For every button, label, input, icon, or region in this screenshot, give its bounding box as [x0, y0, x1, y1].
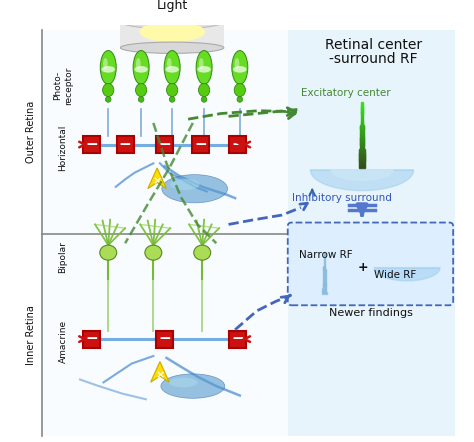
Text: Wide RF: Wide RF: [374, 270, 416, 280]
Ellipse shape: [145, 245, 162, 260]
FancyBboxPatch shape: [120, 21, 224, 48]
Polygon shape: [310, 170, 414, 191]
Text: Outer Retina: Outer Retina: [26, 101, 36, 164]
Ellipse shape: [103, 58, 108, 69]
Text: −: −: [194, 137, 207, 152]
Ellipse shape: [169, 377, 198, 387]
Ellipse shape: [166, 84, 178, 97]
Ellipse shape: [235, 58, 239, 69]
Ellipse shape: [105, 97, 111, 102]
Text: −: −: [232, 331, 244, 346]
Text: ×: ×: [153, 176, 162, 186]
Ellipse shape: [162, 175, 228, 203]
Polygon shape: [148, 168, 166, 189]
FancyBboxPatch shape: [83, 136, 100, 153]
Ellipse shape: [169, 97, 175, 102]
Ellipse shape: [134, 66, 148, 72]
Text: Inner Retina: Inner Retina: [26, 305, 36, 365]
Polygon shape: [374, 268, 440, 281]
FancyBboxPatch shape: [229, 331, 246, 347]
Ellipse shape: [139, 21, 205, 42]
FancyBboxPatch shape: [229, 136, 246, 153]
Ellipse shape: [199, 58, 204, 69]
Polygon shape: [331, 170, 393, 180]
FancyBboxPatch shape: [41, 30, 288, 436]
Ellipse shape: [233, 66, 246, 72]
Ellipse shape: [234, 84, 246, 97]
Ellipse shape: [103, 84, 114, 97]
FancyBboxPatch shape: [192, 136, 209, 153]
Text: Bipolar: Bipolar: [59, 241, 68, 273]
FancyBboxPatch shape: [288, 30, 455, 436]
Ellipse shape: [196, 50, 212, 84]
Ellipse shape: [170, 179, 200, 190]
Text: Retinal center: Retinal center: [325, 38, 422, 52]
Ellipse shape: [164, 50, 180, 84]
Text: -surround RF: -surround RF: [329, 53, 418, 66]
Ellipse shape: [237, 97, 243, 102]
FancyBboxPatch shape: [156, 331, 173, 347]
Ellipse shape: [194, 245, 210, 260]
Ellipse shape: [133, 50, 149, 84]
Ellipse shape: [120, 14, 224, 29]
Ellipse shape: [197, 66, 211, 72]
Ellipse shape: [100, 245, 117, 260]
Ellipse shape: [232, 50, 248, 84]
Ellipse shape: [136, 84, 147, 97]
Ellipse shape: [201, 97, 207, 102]
Text: −: −: [158, 331, 171, 346]
Text: Horizontal: Horizontal: [59, 124, 68, 171]
FancyBboxPatch shape: [288, 223, 453, 305]
Text: −: −: [85, 331, 98, 346]
Text: Narrow RF: Narrow RF: [299, 250, 353, 260]
Text: Newer findings: Newer findings: [328, 308, 412, 318]
Ellipse shape: [120, 42, 224, 53]
Text: Photo-
receptor: Photo- receptor: [54, 66, 73, 104]
Text: −: −: [85, 137, 98, 152]
Ellipse shape: [100, 50, 116, 84]
Ellipse shape: [136, 58, 141, 69]
Text: −: −: [158, 137, 171, 152]
Text: +: +: [357, 261, 368, 274]
Ellipse shape: [161, 374, 225, 398]
FancyBboxPatch shape: [156, 136, 173, 153]
Text: ×: ×: [155, 370, 164, 380]
Ellipse shape: [165, 66, 179, 72]
Ellipse shape: [101, 66, 115, 72]
Text: −: −: [232, 137, 244, 152]
Text: Light: Light: [156, 0, 188, 12]
Text: Inhibitory surround: Inhibitory surround: [292, 193, 392, 203]
Text: Excitatory center: Excitatory center: [301, 88, 391, 98]
Ellipse shape: [199, 84, 210, 97]
Ellipse shape: [167, 58, 172, 69]
Ellipse shape: [138, 97, 144, 102]
FancyBboxPatch shape: [83, 331, 100, 347]
Polygon shape: [151, 362, 169, 382]
Text: Amacrine: Amacrine: [59, 320, 68, 363]
Text: −: −: [119, 137, 131, 152]
FancyBboxPatch shape: [117, 136, 134, 153]
